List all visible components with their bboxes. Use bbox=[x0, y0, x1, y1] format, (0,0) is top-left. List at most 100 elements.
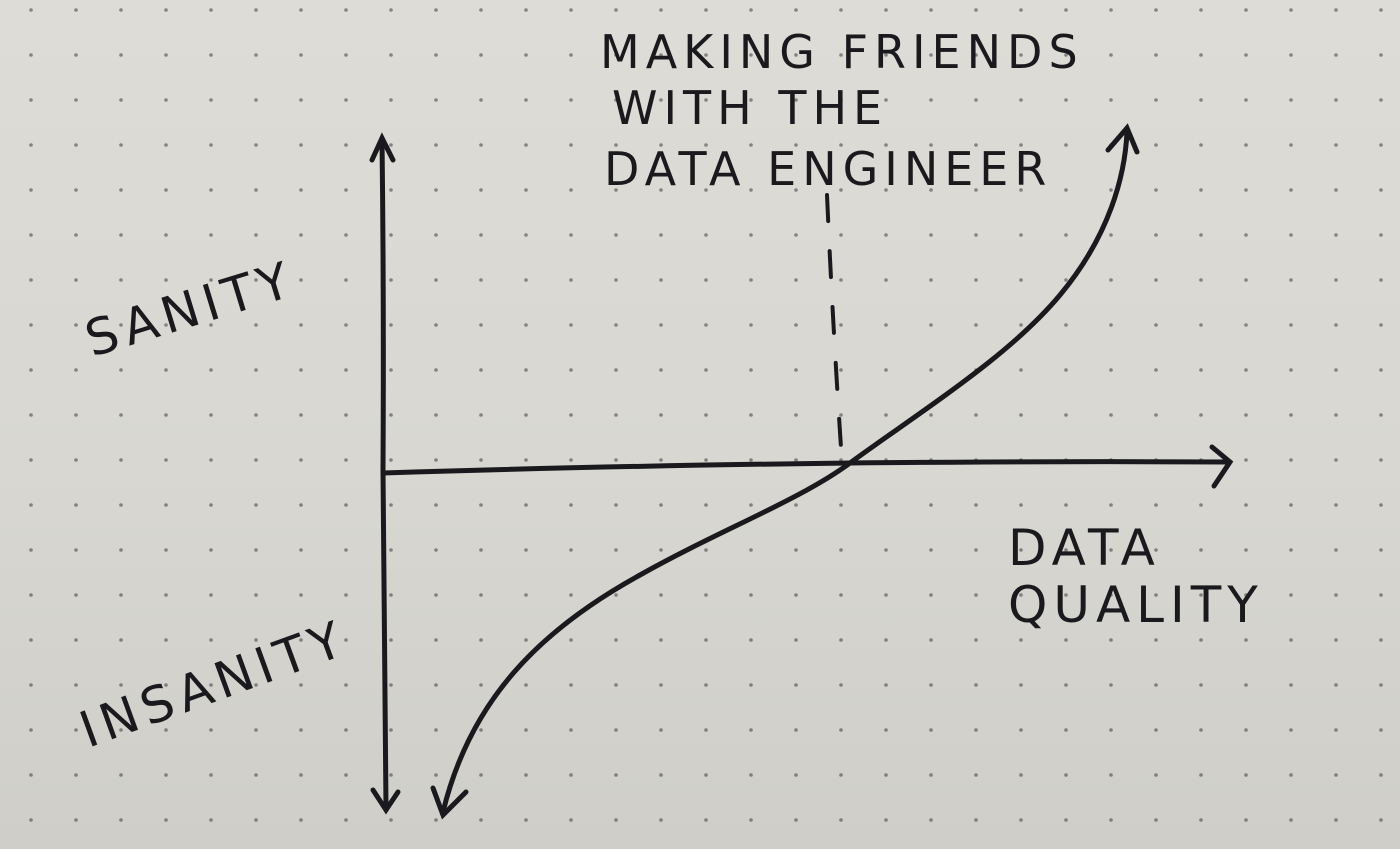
grid-dot bbox=[659, 188, 663, 192]
grid-dot bbox=[254, 233, 258, 237]
grid-dot bbox=[1334, 323, 1338, 327]
grid-dot bbox=[479, 683, 483, 687]
grid-dot bbox=[344, 368, 348, 372]
x-axis-label-line-1: DATA bbox=[1008, 519, 1161, 577]
grid-dot bbox=[974, 53, 978, 57]
grid-dot bbox=[1019, 53, 1023, 57]
grid-dot bbox=[74, 458, 78, 462]
grid-dot bbox=[1019, 818, 1023, 822]
grid-dot bbox=[479, 98, 483, 102]
grid-dot bbox=[1289, 368, 1293, 372]
grid-dot bbox=[1154, 818, 1158, 822]
grid-dot bbox=[524, 98, 528, 102]
grid-dot bbox=[1379, 143, 1383, 147]
grid-dot bbox=[1109, 8, 1113, 12]
grid-dot bbox=[389, 593, 393, 597]
grid-dot bbox=[1289, 233, 1293, 237]
grid-dot bbox=[299, 278, 303, 282]
grid-dot bbox=[749, 413, 753, 417]
sanity-curve bbox=[430, 123, 1140, 820]
grid-dot bbox=[929, 773, 933, 777]
grid-dot bbox=[1289, 413, 1293, 417]
grid-dot bbox=[1379, 368, 1383, 372]
grid-dot bbox=[974, 233, 978, 237]
grid-dot bbox=[1154, 728, 1158, 732]
grid-dot bbox=[974, 728, 978, 732]
grid-dot bbox=[1109, 413, 1113, 417]
grid-dot bbox=[1244, 323, 1248, 327]
grid-dot bbox=[659, 233, 663, 237]
grid-dot bbox=[254, 53, 258, 57]
grid-dot bbox=[209, 413, 213, 417]
grid-dot bbox=[794, 818, 798, 822]
grid-dot bbox=[434, 143, 438, 147]
grid-dot bbox=[524, 188, 528, 192]
grid-dot bbox=[1199, 8, 1203, 12]
grid-dot bbox=[74, 8, 78, 12]
grid-dot bbox=[794, 143, 798, 147]
grid-dot bbox=[1109, 323, 1113, 327]
grid-dot bbox=[389, 323, 393, 327]
grid-dot bbox=[1289, 503, 1293, 507]
grid-dot bbox=[929, 98, 933, 102]
grid-dot bbox=[614, 368, 618, 372]
grid-dot bbox=[1064, 233, 1068, 237]
x-axis-label-line-2: QUALITY bbox=[1008, 576, 1264, 634]
grid-dot bbox=[884, 818, 888, 822]
grid-dot bbox=[794, 368, 798, 372]
grid-dot bbox=[524, 278, 528, 282]
grid-dot bbox=[749, 503, 753, 507]
grid-dot bbox=[659, 458, 663, 462]
grid-dot bbox=[209, 233, 213, 237]
grid-dot bbox=[1244, 503, 1248, 507]
grid-dot bbox=[209, 773, 213, 777]
grid-dot bbox=[164, 728, 168, 732]
grid-dot bbox=[704, 188, 708, 192]
grid-dot bbox=[614, 323, 618, 327]
grid-dot bbox=[344, 593, 348, 597]
grid-dot bbox=[1379, 278, 1383, 282]
grid-dot bbox=[1379, 323, 1383, 327]
grid-dot bbox=[389, 503, 393, 507]
grid-dot bbox=[974, 188, 978, 192]
grid-dot bbox=[1199, 593, 1203, 597]
grid-dot bbox=[1064, 368, 1068, 372]
grid-dot bbox=[1334, 143, 1338, 147]
grid-dot bbox=[974, 413, 978, 417]
grid-dot bbox=[1379, 233, 1383, 237]
grid-dot bbox=[29, 8, 33, 12]
grid-dot bbox=[1334, 818, 1338, 822]
grid-dot bbox=[1019, 548, 1023, 552]
grid-dot bbox=[299, 728, 303, 732]
grid-dot bbox=[299, 683, 303, 687]
grid-dot bbox=[254, 188, 258, 192]
grid-dot bbox=[929, 728, 933, 732]
grid-dot bbox=[344, 413, 348, 417]
grid-dot bbox=[794, 8, 798, 12]
grid-dot bbox=[74, 323, 78, 327]
grid-dot bbox=[569, 593, 573, 597]
grid-dot bbox=[479, 818, 483, 822]
grid-dot bbox=[1244, 728, 1248, 732]
grid-dot bbox=[1064, 188, 1068, 192]
grid-dot bbox=[704, 458, 708, 462]
grid-dot bbox=[434, 458, 438, 462]
grid-dot bbox=[794, 683, 798, 687]
grid-dot bbox=[1244, 683, 1248, 687]
grid-dot bbox=[839, 548, 843, 552]
grid-dot bbox=[929, 8, 933, 12]
grid-dot bbox=[1379, 53, 1383, 57]
grid-dot bbox=[1109, 503, 1113, 507]
grid-dot bbox=[929, 278, 933, 282]
grid-dot bbox=[344, 683, 348, 687]
grid-dot bbox=[524, 143, 528, 147]
grid-dot bbox=[704, 638, 708, 642]
y-axis-line bbox=[379, 137, 389, 811]
y-axis bbox=[369, 132, 401, 815]
grid-dot bbox=[389, 728, 393, 732]
grid-dot bbox=[479, 53, 483, 57]
grid-dot bbox=[1379, 188, 1383, 192]
grid-dot bbox=[659, 98, 663, 102]
grid-dot bbox=[119, 143, 123, 147]
grid-dot bbox=[389, 638, 393, 642]
